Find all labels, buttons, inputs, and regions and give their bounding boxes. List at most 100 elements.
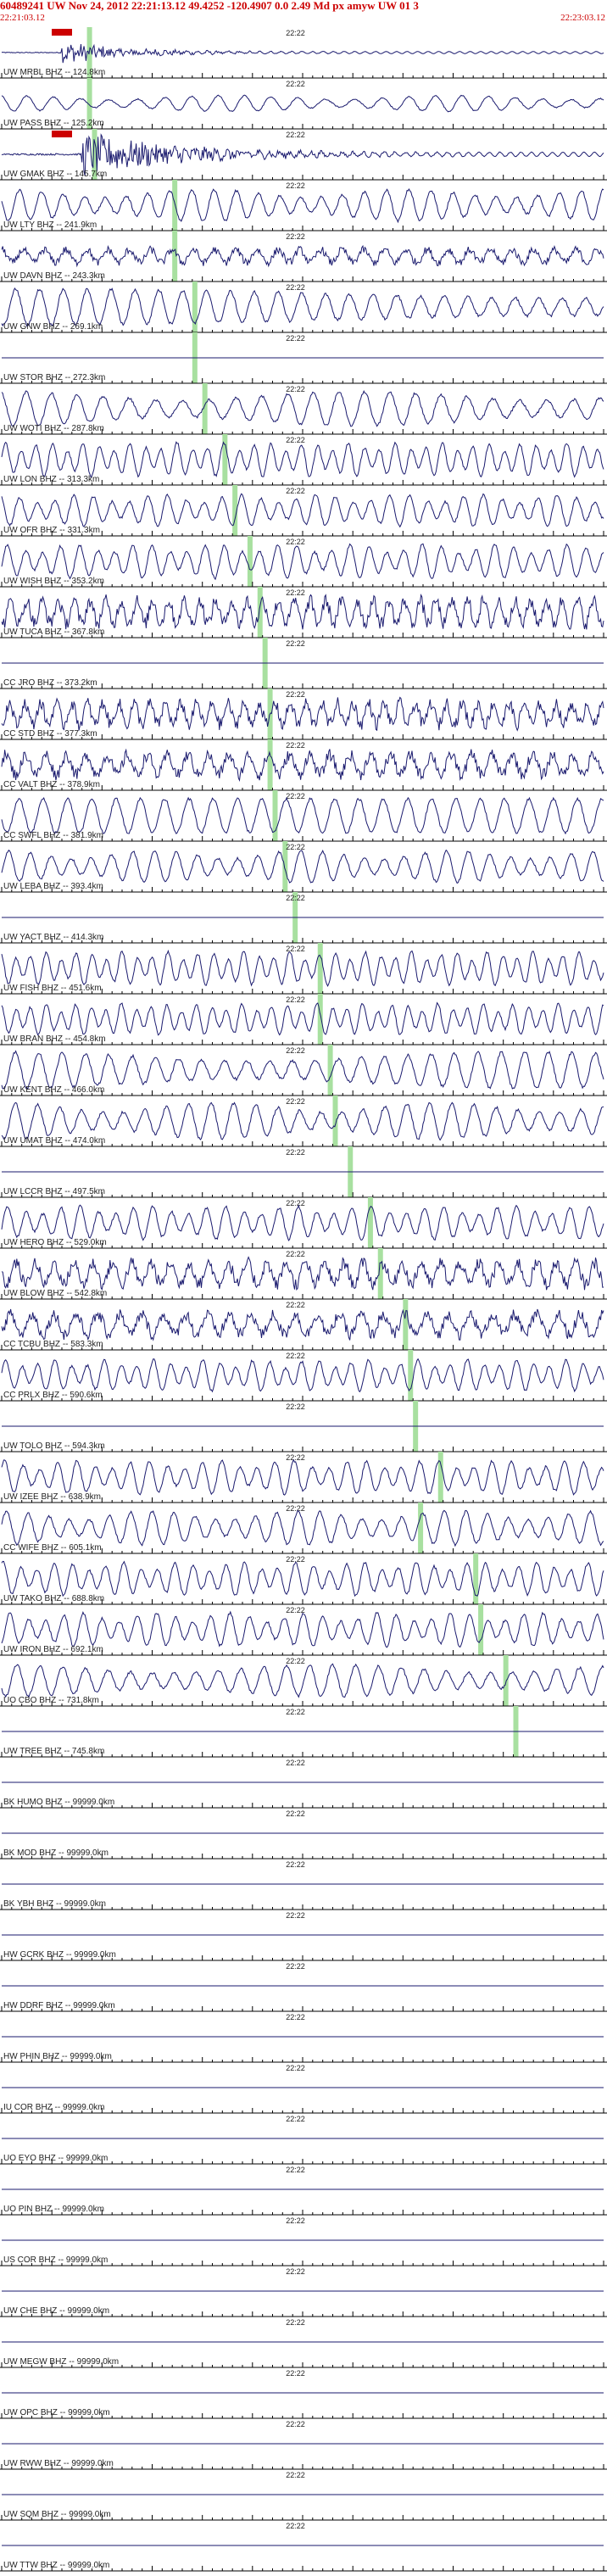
seismic-trace bbox=[1, 1663, 604, 1698]
station-label: UW LEBA BHZ -- 393.4km bbox=[3, 882, 103, 891]
time-ticks bbox=[1, 1701, 604, 1706]
time-ticks bbox=[1, 2311, 604, 2317]
time-ticks bbox=[1, 480, 604, 485]
station-label: CC SWFL BHZ -- 381.9km bbox=[3, 831, 103, 840]
travel-time-band bbox=[257, 587, 263, 638]
time-ticks bbox=[1, 734, 604, 739]
time-ticks bbox=[1, 2464, 604, 2469]
time-ticks bbox=[1, 938, 604, 943]
minute-tick-label: 22:22 bbox=[286, 2318, 305, 2327]
station-label: UW OFR BHZ -- 331.3km bbox=[3, 526, 100, 535]
time-ticks bbox=[1, 1955, 604, 1960]
minute-tick-label: 22:22 bbox=[286, 232, 305, 241]
minute-tick-label: 22:22 bbox=[286, 1301, 305, 1309]
minute-tick-label: 22:22 bbox=[286, 2216, 305, 2225]
station-label: CC PRLX BHZ -- 590.6km bbox=[3, 1391, 103, 1400]
time-ticks bbox=[1, 2210, 604, 2215]
minute-tick-label: 22:22 bbox=[286, 1097, 305, 1106]
time-ticks bbox=[1, 2566, 604, 2571]
time-ticks bbox=[1, 989, 604, 994]
station-label: US COR BHZ -- 99999.0km bbox=[3, 2255, 108, 2265]
travel-time-band bbox=[327, 1045, 333, 1096]
time-ticks bbox=[1, 887, 604, 892]
time-ticks bbox=[1, 836, 604, 841]
travel-time-band bbox=[418, 1503, 424, 1553]
time-ticks bbox=[1, 1854, 604, 1859]
seismic-trace bbox=[1, 1001, 604, 1036]
minute-tick-label: 22:22 bbox=[286, 385, 305, 393]
station-label: CC TCBU BHZ -- 583.3km bbox=[3, 1340, 103, 1349]
station-label: UW IZEE BHZ -- 638.9km bbox=[3, 1492, 101, 1502]
start-time-label: 22:21:03.12 bbox=[0, 13, 45, 23]
minute-tick-label: 22:22 bbox=[286, 1860, 305, 1869]
seismic-trace bbox=[1, 1610, 604, 1648]
minute-tick-label: 22:22 bbox=[286, 2115, 305, 2123]
minute-tick-label: 22:22 bbox=[286, 1402, 305, 1411]
time-ticks bbox=[1, 327, 604, 332]
pick-marker bbox=[52, 131, 72, 137]
station-label: UW WISH BHZ -- 353.2km bbox=[3, 577, 104, 586]
seismic-trace bbox=[1, 43, 604, 64]
station-label: UO CBO BHZ -- 731.8km bbox=[3, 1696, 99, 1705]
station-label: UW WOTI BHZ -- 287.8km bbox=[3, 424, 104, 433]
seismic-trace bbox=[1, 493, 604, 528]
time-ticks bbox=[1, 124, 604, 129]
station-label: UW CHE BHZ -- 99999.0km bbox=[3, 2306, 109, 2316]
travel-time-band bbox=[403, 1299, 409, 1350]
travel-time-band bbox=[332, 1096, 338, 1146]
time-ticks bbox=[1, 683, 604, 689]
time-ticks bbox=[1, 1040, 604, 1045]
minute-tick-label: 22:22 bbox=[286, 80, 305, 88]
minute-tick-label: 22:22 bbox=[286, 2420, 305, 2428]
travel-time-band bbox=[172, 180, 178, 231]
travel-time-band bbox=[232, 485, 238, 536]
station-label: UW RWW BHZ -- 99999.0km bbox=[3, 2459, 114, 2468]
time-ticks bbox=[1, 1599, 604, 1604]
travel-time-band bbox=[437, 1452, 443, 1503]
minute-tick-label: 22:22 bbox=[286, 2166, 305, 2174]
time-ticks bbox=[1, 1904, 604, 1910]
minute-tick-label: 22:22 bbox=[286, 181, 305, 190]
seismic-trace bbox=[1, 187, 604, 224]
seismic-trace bbox=[1, 1204, 604, 1241]
travel-time-band bbox=[247, 536, 253, 587]
station-label: BK MOD BHZ -- 99999.0km bbox=[3, 1848, 109, 1858]
station-label: BK YBH BHZ -- 99999.0km bbox=[3, 1899, 106, 1909]
travel-time-band bbox=[92, 129, 97, 180]
minute-tick-label: 22:22 bbox=[286, 538, 305, 546]
seismic-trace bbox=[1, 748, 604, 782]
station-label: UW IRON BHZ -- 692.1km bbox=[3, 1645, 103, 1654]
travel-time-band bbox=[317, 943, 323, 994]
station-label: UO PIN BHZ -- 99999.0km bbox=[3, 2205, 104, 2214]
time-ticks bbox=[1, 1396, 604, 1401]
minute-tick-label: 22:22 bbox=[286, 2471, 305, 2479]
seismic-trace bbox=[1, 441, 604, 479]
minute-tick-label: 22:22 bbox=[286, 1759, 305, 1767]
seismic-trace bbox=[1, 1560, 604, 1597]
time-ticks bbox=[1, 2057, 604, 2062]
travel-time-band bbox=[202, 383, 208, 434]
minute-tick-label: 22:22 bbox=[286, 1555, 305, 1564]
station-label: UW BRAN BHZ -- 454.8km bbox=[3, 1034, 106, 1044]
minute-tick-label: 22:22 bbox=[286, 1657, 305, 1665]
time-ticks bbox=[1, 1090, 604, 1096]
page-title: 60489241 UW Nov 24, 2012 22:21:13.12 49.… bbox=[0, 0, 419, 12]
minute-tick-label: 22:22 bbox=[286, 487, 305, 495]
time-ticks bbox=[1, 1548, 604, 1553]
seismic-trace bbox=[1, 1308, 604, 1341]
minute-tick-label: 22:22 bbox=[286, 843, 305, 851]
station-label: HW PHIN BHZ -- 99999.0km bbox=[3, 2052, 112, 2061]
time-ticks bbox=[1, 1803, 604, 1808]
minute-tick-label: 22:22 bbox=[286, 1199, 305, 1207]
seismic-trace bbox=[1, 593, 604, 630]
seismic-trace bbox=[1, 1101, 604, 1141]
station-label: CC VALT BHZ -- 378.9km bbox=[3, 780, 100, 789]
time-ticks bbox=[1, 2362, 604, 2367]
minute-tick-label: 22:22 bbox=[286, 29, 305, 37]
travel-time-band bbox=[282, 841, 288, 892]
station-label: UW KENT BHZ -- 466.0km bbox=[3, 1085, 104, 1095]
station-label: HW DDRF BHZ -- 99999.0km bbox=[3, 2001, 115, 2010]
time-ticks bbox=[1, 378, 604, 383]
station-label: UW TAKO BHZ -- 688.8km bbox=[3, 1594, 104, 1603]
